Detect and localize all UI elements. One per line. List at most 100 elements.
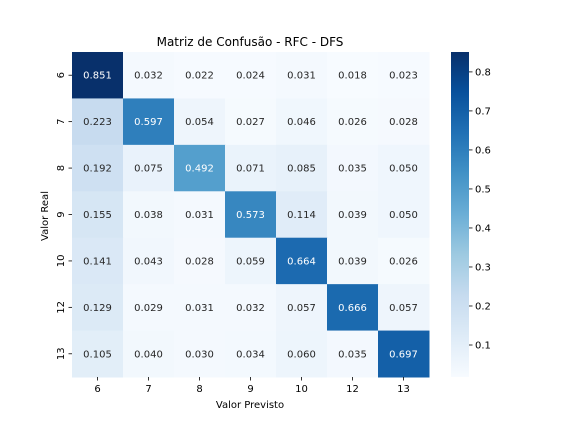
heatmap-cell-label: 0.071 bbox=[236, 164, 265, 175]
heatmap-cell-label: 0.046 bbox=[287, 117, 316, 128]
heatmap-cells bbox=[72, 52, 430, 378]
heatmap-cell bbox=[72, 330, 124, 378]
heatmap-cell bbox=[327, 237, 379, 285]
heatmap-cell bbox=[276, 144, 328, 192]
heatmap-cell-label: 0.023 bbox=[389, 71, 418, 82]
heatmap-cell bbox=[123, 144, 175, 192]
heatmap-cell-label: 0.075 bbox=[134, 164, 163, 175]
heatmap-cell-label: 0.155 bbox=[83, 210, 112, 221]
heatmap-cell bbox=[327, 144, 379, 192]
heatmap-cell bbox=[225, 191, 277, 239]
heatmap-cell bbox=[327, 330, 379, 378]
y-tick-label: 10 bbox=[56, 255, 67, 268]
y-axis-ticks: 6 7 8 9 10 12 13 bbox=[56, 72, 72, 360]
heatmap-cell bbox=[327, 98, 379, 146]
y-tick-label: 13 bbox=[56, 347, 67, 360]
heatmap-cell-label: 0.085 bbox=[287, 164, 316, 175]
heatmap-cell bbox=[378, 191, 430, 239]
colorbar-tick-label: 0.6 bbox=[475, 145, 491, 156]
heatmap-cell-label: 0.031 bbox=[185, 303, 214, 314]
heatmap-cell-label: 0.223 bbox=[83, 117, 112, 128]
heatmap-cell-label: 0.050 bbox=[389, 210, 418, 221]
heatmap-cell bbox=[174, 52, 226, 99]
colorbar-tick-label: 0.3 bbox=[475, 262, 491, 273]
x-tick-label: 8 bbox=[196, 384, 202, 395]
heatmap-cell-label: 0.141 bbox=[83, 256, 112, 267]
colorbar-tick-label: 0.2 bbox=[475, 301, 491, 312]
heatmap-cell-label: 0.573 bbox=[236, 210, 265, 221]
chart-title: Matriz de Confusão - RFC - DFS bbox=[157, 35, 344, 49]
heatmap-cell-label: 0.057 bbox=[287, 303, 316, 314]
heatmap-cell bbox=[225, 284, 277, 332]
heatmap-cell-label: 0.026 bbox=[389, 256, 418, 267]
colorbar-ticks: 0.1 0.2 0.3 0.4 0.5 0.6 0.7 0.8 bbox=[469, 67, 491, 352]
heatmap-cell-label: 0.060 bbox=[287, 349, 316, 360]
heatmap-cell-label: 0.043 bbox=[134, 256, 163, 267]
x-axis-label: Valor Previsto bbox=[216, 400, 284, 411]
heatmap-cell-label: 0.035 bbox=[338, 164, 367, 175]
colorbar bbox=[451, 52, 469, 377]
heatmap-cell bbox=[276, 52, 328, 99]
y-tick-label: 7 bbox=[56, 118, 67, 124]
heatmap-cell-label: 0.030 bbox=[185, 349, 214, 360]
heatmap-cell-label: 0.028 bbox=[185, 256, 214, 267]
heatmap-cell-label: 0.026 bbox=[338, 117, 367, 128]
heatmap-cell bbox=[174, 144, 226, 192]
heatmap-cell bbox=[72, 52, 124, 99]
heatmap-cell-label: 0.054 bbox=[185, 117, 214, 128]
heatmap-cell-label: 0.024 bbox=[236, 71, 265, 82]
heatmap-cell-label: 0.129 bbox=[83, 303, 112, 314]
x-tick-label: 6 bbox=[94, 384, 100, 395]
x-tick-label: 10 bbox=[295, 384, 308, 395]
y-tick-label: 6 bbox=[56, 72, 67, 78]
heatmap-cell bbox=[72, 191, 124, 239]
heatmap-cell bbox=[72, 98, 124, 146]
x-tick-label: 7 bbox=[145, 384, 151, 395]
heatmap-cell bbox=[72, 284, 124, 332]
heatmap-cell bbox=[276, 191, 328, 239]
heatmap-cell-label: 0.027 bbox=[236, 117, 265, 128]
heatmap-cell-label: 0.018 bbox=[338, 71, 367, 82]
heatmap-cell bbox=[276, 237, 328, 285]
heatmap-cell bbox=[225, 144, 277, 192]
colorbar-tick-label: 0.5 bbox=[475, 184, 491, 195]
heatmap-cell-label: 0.697 bbox=[389, 349, 418, 360]
heatmap-cell bbox=[72, 237, 124, 285]
heatmap-cell-label: 0.492 bbox=[185, 164, 214, 175]
heatmap-cell-label: 0.029 bbox=[134, 303, 163, 314]
heatmap-cell-label: 0.597 bbox=[134, 117, 163, 128]
x-tick-label: 13 bbox=[397, 384, 410, 395]
y-tick-label: 12 bbox=[56, 301, 67, 314]
heatmap-cell-label: 0.039 bbox=[338, 210, 367, 221]
x-tick-label: 9 bbox=[247, 384, 253, 395]
heatmap-cell bbox=[123, 330, 175, 378]
heatmap-cell-label: 0.032 bbox=[134, 71, 163, 82]
heatmap-cell bbox=[225, 98, 277, 146]
heatmap-cell-label: 0.039 bbox=[338, 256, 367, 267]
heatmap-cell-label: 0.022 bbox=[185, 71, 214, 82]
heatmap-cell bbox=[174, 237, 226, 285]
y-tick-label: 9 bbox=[56, 211, 67, 217]
heatmap-cell bbox=[225, 52, 277, 99]
heatmap-cell bbox=[276, 330, 328, 378]
heatmap-cell-label: 0.057 bbox=[389, 303, 418, 314]
heatmap-cell bbox=[378, 284, 430, 332]
heatmap-cell-label: 0.031 bbox=[287, 71, 316, 82]
heatmap-cell bbox=[276, 284, 328, 332]
heatmap-cell bbox=[327, 284, 379, 332]
heatmap-cell-labels: 0.851 0.032 0.022 0.024 0.031 0.018 0.023 0.223… bbox=[83, 71, 418, 361]
heatmap-cell-label: 0.040 bbox=[134, 349, 163, 360]
heatmap-cell bbox=[327, 191, 379, 239]
x-axis-ticks: 6 7 8 9 10 12 13 bbox=[94, 377, 410, 395]
heatmap-cell-label: 0.664 bbox=[287, 256, 316, 267]
heatmap-cell-label: 0.032 bbox=[236, 303, 265, 314]
heatmap-cell-label: 0.050 bbox=[389, 164, 418, 175]
heatmap-cell bbox=[174, 330, 226, 378]
heatmap-cell-label: 0.192 bbox=[83, 164, 112, 175]
heatmap-cell-label: 0.028 bbox=[389, 117, 418, 128]
heatmap-cell bbox=[123, 237, 175, 285]
heatmap-cell bbox=[123, 98, 175, 146]
heatmap-cell-label: 0.035 bbox=[338, 349, 367, 360]
x-tick-label: 12 bbox=[346, 384, 359, 395]
heatmap-cell-label: 0.034 bbox=[236, 349, 265, 360]
